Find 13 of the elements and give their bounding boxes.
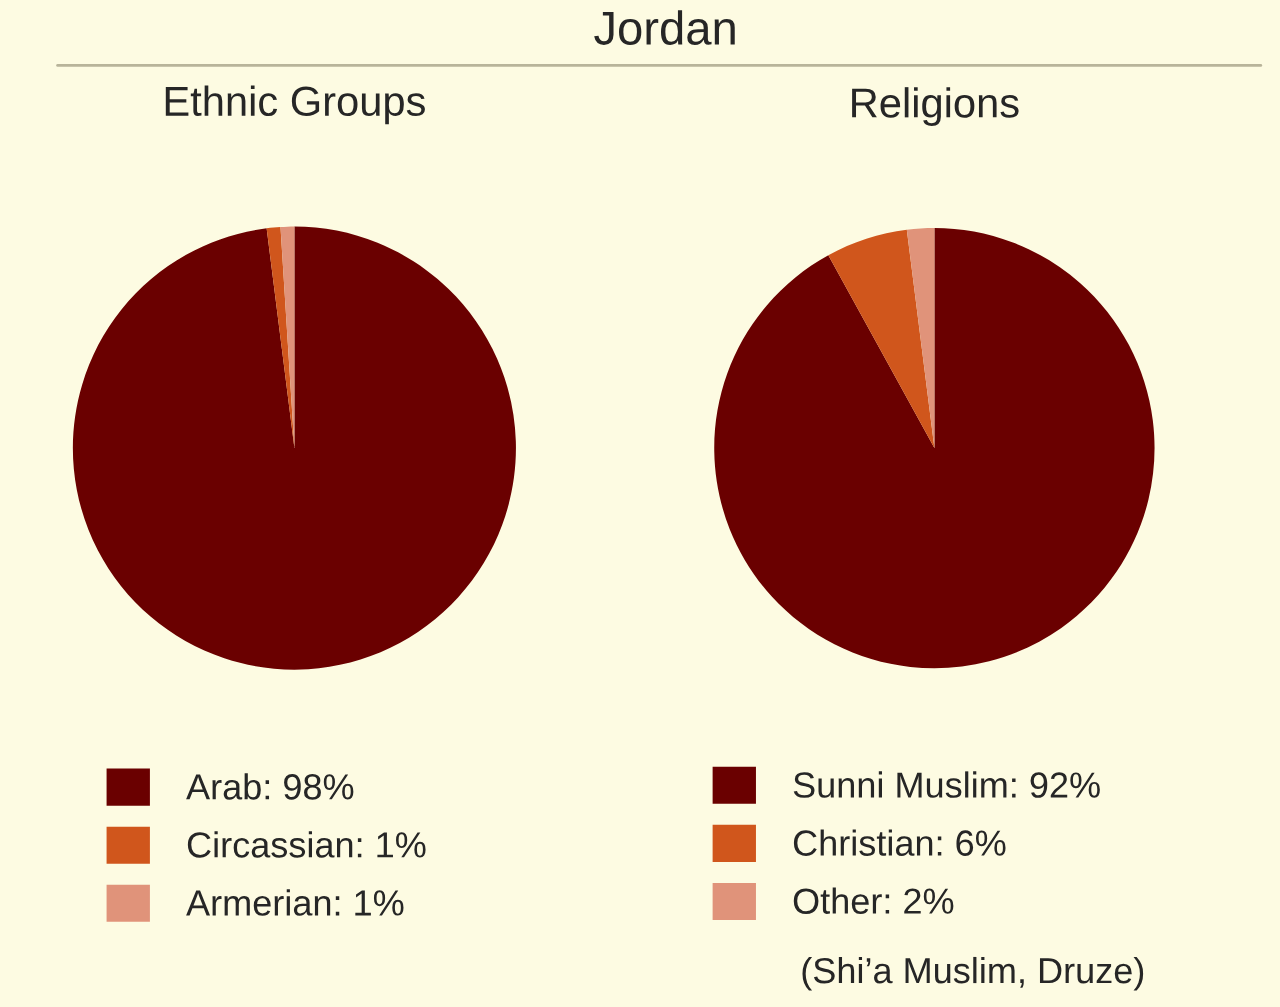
legend-label: Armerian: 1% bbox=[186, 889, 404, 916]
text: (Shi’a Muslim, Druze) bbox=[802, 956, 1144, 991]
legend-label: Arab: 98% bbox=[186, 773, 354, 800]
legend-label: Sunni Muslim: 92% bbox=[793, 771, 1100, 798]
chart-title: Religions bbox=[852, 87, 1019, 127]
text: Jordan bbox=[594, 10, 735, 45]
pie-slice bbox=[72, 226, 516, 670]
pie-slice bbox=[828, 229, 935, 449]
legend-label: Christian: 6% bbox=[793, 829, 1006, 856]
chart-title: Ethnic Groups bbox=[165, 85, 425, 125]
pie-slice bbox=[714, 227, 1155, 669]
legend-label: Circassian: 1% bbox=[187, 831, 426, 858]
legend-label: Other: 2% bbox=[793, 887, 954, 914]
